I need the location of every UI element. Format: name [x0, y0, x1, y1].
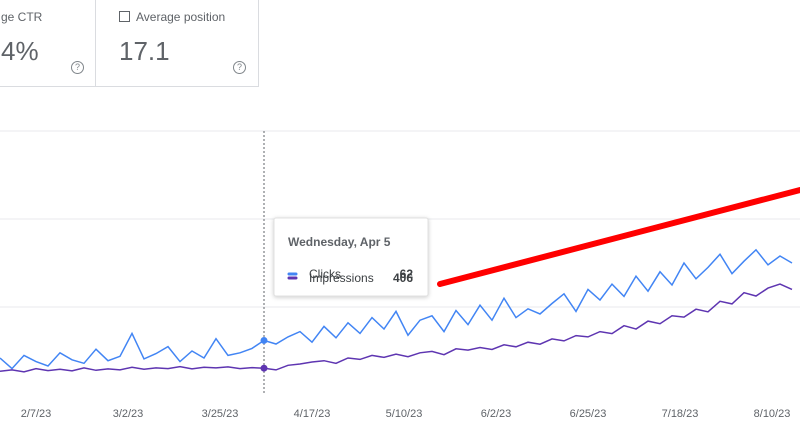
- series-line: [0, 248, 793, 370]
- x-tick-label: 2/7/23: [21, 408, 52, 420]
- plot: [0, 131, 793, 395]
- legend-label: Clicks: [309, 267, 341, 281]
- card-label: ge CTR: [1, 10, 43, 24]
- x-tick-label: 7/18/23: [662, 408, 699, 420]
- card-value: 4%: [1, 36, 39, 66]
- ctr-card[interactable]: ge CTR 4% ?: [0, 0, 97, 87]
- help-icon[interactable]: ?: [71, 61, 84, 74]
- x-tick-label: 8/10/23: [754, 408, 791, 420]
- tooltip-value: 62: [400, 267, 414, 281]
- x-tick-label: 4/17/23: [294, 408, 331, 420]
- x-tick-label: 6/2/23: [481, 408, 512, 420]
- card-label: Average position: [136, 10, 226, 24]
- annotation-arrow: [437, 187, 800, 287]
- hover-dot: [260, 336, 268, 344]
- card-value: 17.1: [119, 36, 170, 66]
- hover-dot: [260, 364, 268, 372]
- x-tick-label: 3/2/23: [113, 408, 144, 420]
- x-tick-label: 6/25/23: [570, 408, 607, 420]
- position-card[interactable]: Average position 17.1 ?: [95, 0, 259, 87]
- tooltip-box: [273, 217, 429, 297]
- checkbox[interactable]: [119, 11, 130, 22]
- x-tick-label: 5/10/23: [386, 408, 423, 420]
- tooltip: Wednesday, Apr 5 Clicks 62 Impressions 406: [273, 217, 429, 297]
- x-tick-label: 3/25/23: [202, 408, 239, 420]
- series-line: [0, 283, 793, 373]
- help-icon[interactable]: ?: [233, 61, 246, 74]
- tooltip-title: Wednesday, Apr 5: [288, 235, 391, 249]
- legend-label: Impressions: [309, 271, 374, 285]
- tooltip-value: 406: [393, 271, 413, 285]
